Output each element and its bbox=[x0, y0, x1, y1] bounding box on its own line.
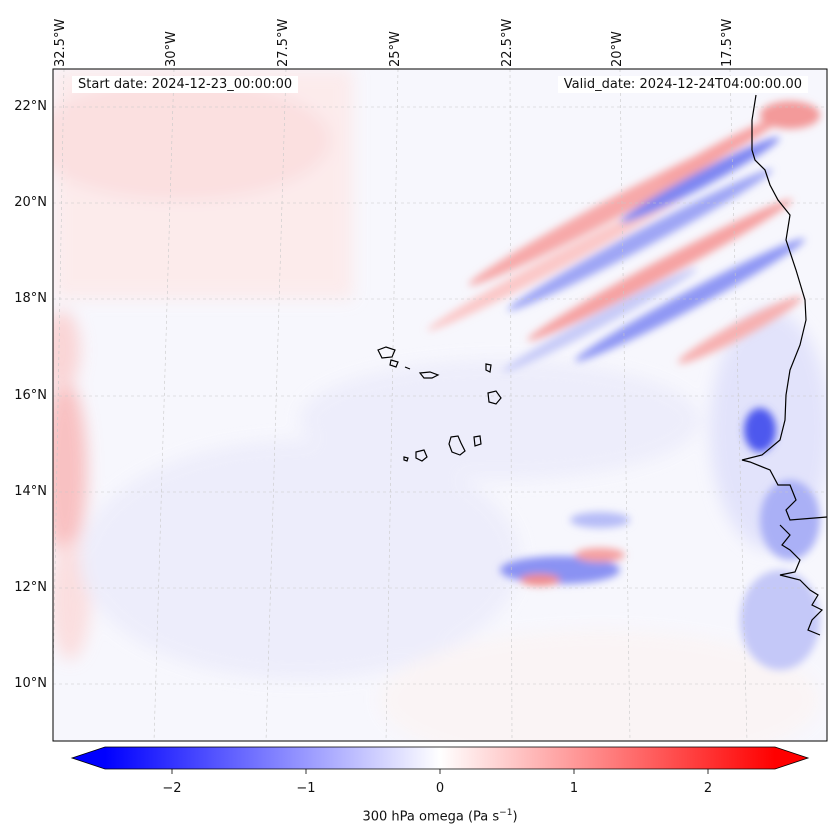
lon-label-17-5w: 17.5°W bbox=[720, 18, 735, 67]
lat-label-22n: 22°N bbox=[14, 99, 47, 114]
colorbar-title-close: ) bbox=[512, 809, 518, 825]
colorbar-gradient bbox=[105, 747, 775, 769]
lon-label-25w: 25°W bbox=[388, 31, 403, 67]
colorbar-title-text: 300 hPa omega (Pa s bbox=[362, 809, 500, 825]
valid-date-label: Valid_date: 2024-12-24T04:00:00.00 bbox=[557, 76, 808, 93]
colorbar-tick-label: 1 bbox=[569, 781, 579, 796]
gridlines bbox=[53, 69, 827, 741]
lat-label-10n: 10°N bbox=[14, 676, 47, 691]
colorbar-tick-label: −1 bbox=[296, 781, 316, 796]
colorbar-title: 300 hPa omega (Pa s−1) bbox=[0, 808, 837, 824]
lon-label-22-5w: 22.5°W bbox=[500, 18, 515, 67]
lat-label-20n: 20°N bbox=[14, 195, 47, 210]
lat-label-12n: 12°N bbox=[14, 580, 47, 595]
lon-label-27-5w: 27.5°W bbox=[276, 18, 291, 67]
start-date-label: Start date: 2024-12-23_00:00:00 bbox=[72, 76, 299, 93]
colorbar-extend-max bbox=[775, 747, 808, 769]
lat-label-18n: 18°N bbox=[14, 291, 47, 306]
colorbar-extend-min bbox=[72, 747, 105, 769]
colorbar bbox=[70, 746, 810, 774]
colorbar-tick-label: −2 bbox=[162, 781, 182, 796]
lon-label-20w: 20°W bbox=[610, 31, 625, 67]
colorbar-tick-label: 0 bbox=[435, 781, 445, 796]
lat-label-16n: 16°N bbox=[14, 388, 47, 403]
map-frame bbox=[52, 68, 828, 742]
colorbar-title-exponent: −1 bbox=[499, 808, 513, 818]
colorbar-tick-label: 2 bbox=[703, 781, 713, 796]
lat-label-14n: 14°N bbox=[14, 484, 47, 499]
coastline bbox=[377, 94, 827, 636]
lon-label-30w: 30°W bbox=[164, 31, 179, 67]
lon-label-32-5w: 32.5°W bbox=[53, 18, 68, 67]
omega-field bbox=[53, 69, 827, 741]
